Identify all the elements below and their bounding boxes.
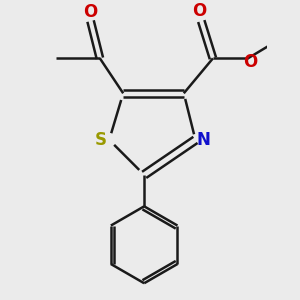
Text: O: O: [243, 53, 257, 71]
Text: N: N: [197, 131, 211, 149]
Text: S: S: [95, 131, 107, 149]
Text: O: O: [192, 2, 206, 20]
Text: O: O: [83, 3, 98, 21]
